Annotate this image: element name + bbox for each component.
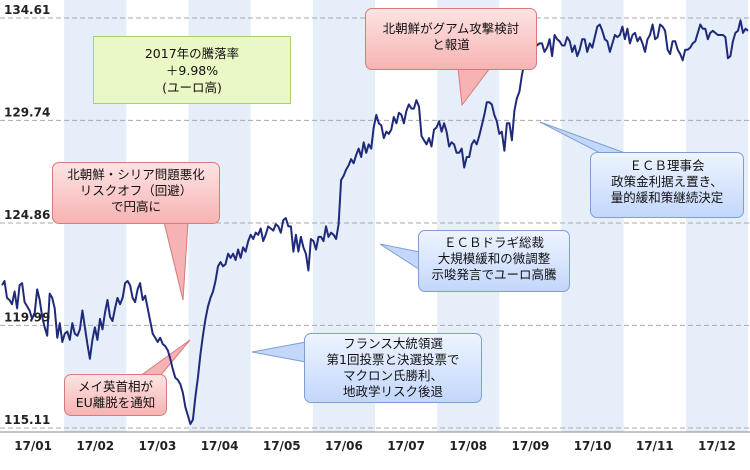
callout-line: 示唆発言でユーロ高騰 (431, 267, 557, 282)
callout-line: 政策金利据え置き、 (611, 174, 723, 189)
callout-line: メイ英首相が (77, 379, 153, 394)
summary-line: (ユーロ高) (162, 80, 222, 95)
callout-may-brexit: メイ英首相が EU離脱を通知 (64, 374, 167, 416)
callout-line: 量的緩和策継続決定 (610, 190, 724, 205)
y-tick-label: 119.99 (4, 310, 50, 324)
summary-box: 2017年の騰落率 ＋9.98% (ユーロ高) (93, 36, 291, 104)
callout-line: EU離脱を通知 (75, 395, 156, 410)
x-tick-label: 17/08 (449, 439, 487, 453)
callout-france-election: フランス大統領選 第1回投票と決選投票で マクロン氏勝利、 地政学リスク後退 (304, 333, 482, 403)
callout-ecb-council: ＥＣＢ理事会 政策金利据え置き、 量的緩和策継続決定 (590, 152, 744, 218)
callout-line: 北朝鮮がグアム攻撃検討 (382, 21, 520, 36)
callout-line: 北朝鮮・シリア問題悪化 (67, 167, 205, 182)
callout-line: 第1回投票と決選投票で (326, 352, 460, 367)
callout-north-korea-guam: 北朝鮮がグアム攻撃検討 と報道 (365, 8, 537, 70)
callout-pointer (163, 221, 189, 301)
x-tick-label: 17/11 (636, 439, 674, 453)
y-tick-label: 115.11 (4, 413, 50, 427)
y-tick-label: 134.61 (4, 3, 50, 17)
callout-north-korea-syria: 北朝鮮・シリア問題悪化 リスクオフ（回避） で円高に (52, 162, 220, 224)
x-tick-label: 17/09 (512, 439, 550, 453)
series-lines (1, 19, 749, 425)
callout-line: 大規模緩和の微調整 (437, 251, 551, 266)
x-tick-label: 17/05 (263, 439, 301, 453)
callout-line: ＥＣＢドラギ総裁 (443, 235, 544, 250)
x-tick-label: 17/12 (698, 439, 736, 453)
x-tick-label: 17/01 (14, 439, 52, 453)
callout-line: フランス大統領選 (343, 336, 443, 351)
callout-line: リスクオフ（回避） (79, 183, 193, 198)
y-tick-label: 129.74 (4, 105, 50, 119)
callout-line: と報道 (432, 37, 470, 52)
x-tick-label: 17/07 (387, 439, 425, 453)
x-tick-label: 17/10 (574, 439, 612, 453)
callout-pointer (251, 341, 307, 363)
x-tick-label: 17/06 (325, 439, 363, 453)
x-tick-label: 17/02 (76, 439, 114, 453)
callout-line: ＥＣＢ理事会 (629, 158, 705, 173)
callout-ecb-draghi: ＥＣＢドラギ総裁 大規模緩和の微調整 示唆発言でユーロ高騰 (418, 230, 570, 292)
callout-line: 地政学リスク後退 (342, 384, 443, 399)
x-tick-label: 17/03 (139, 439, 177, 453)
series-line (1, 19, 749, 425)
summary-line: 2017年の騰落率 (144, 46, 240, 61)
callout-line: マクロン氏勝利、 (342, 368, 443, 383)
y-axis-ticks: 134.61 129.74 124.86 119.99 115.11 (4, 3, 50, 427)
summary-line: ＋9.98% (165, 63, 219, 78)
x-tick-label: 17/04 (201, 439, 239, 453)
callout-line: で円高に (110, 199, 161, 214)
y-tick-label: 124.86 (4, 208, 50, 222)
x-axis-ticks: 17/01 17/02 17/03 17/04 17/05 17/06 17/07 17/08… (14, 439, 736, 453)
callout-pointer (379, 243, 421, 271)
